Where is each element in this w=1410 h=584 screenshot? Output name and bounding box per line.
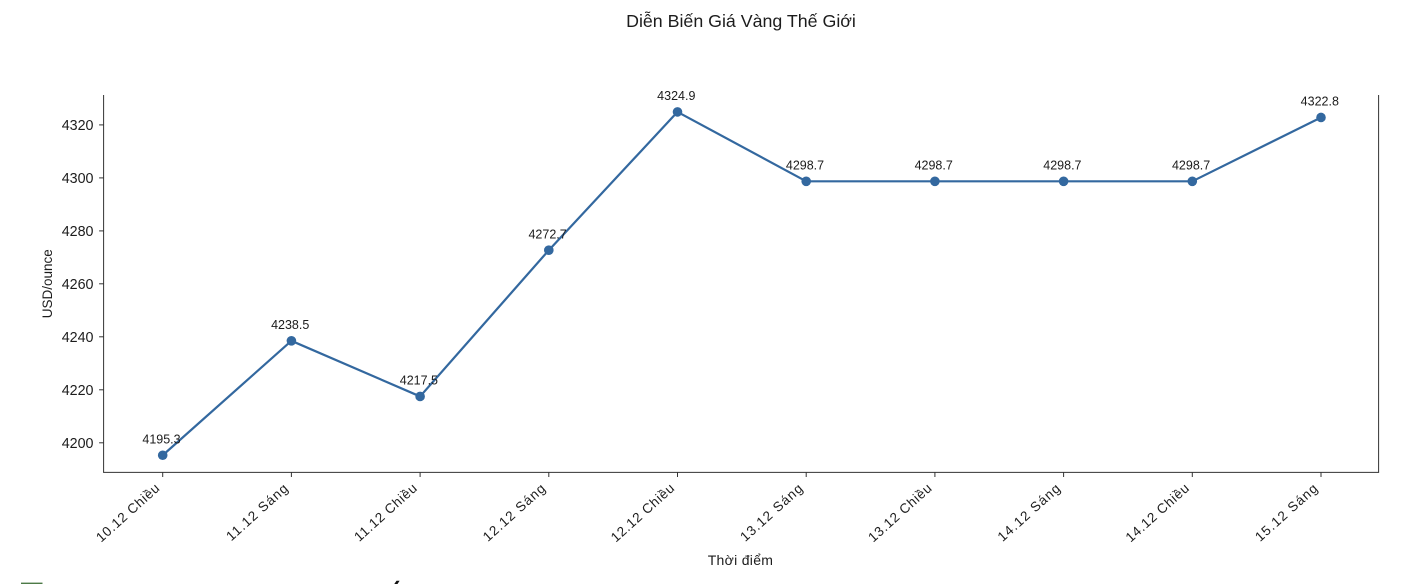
svg-text:4298.7: 4298.7 <box>1172 159 1210 173</box>
svg-text:4298.7: 4298.7 <box>915 159 953 173</box>
svg-text:4298.7: 4298.7 <box>1043 159 1081 173</box>
svg-text:4195.3: 4195.3 <box>142 433 180 447</box>
svg-text:4272.7: 4272.7 <box>528 227 566 241</box>
svg-text:4238.5: 4238.5 <box>271 318 309 332</box>
svg-text:4260: 4260 <box>62 277 94 293</box>
svg-text:4298.7: 4298.7 <box>786 159 824 173</box>
svg-text:4322.8: 4322.8 <box>1301 95 1339 109</box>
svg-text:4200: 4200 <box>62 436 94 452</box>
svg-text:4320: 4320 <box>62 118 94 134</box>
svg-text:4220: 4220 <box>62 383 94 399</box>
svg-text:Diễn Biến Giá Vàng Thế Giới: Diễn Biến Giá Vàng Thế Giới <box>626 10 856 31</box>
svg-text:4300: 4300 <box>62 171 94 187</box>
svg-text:USD/ounce: USD/ounce <box>40 249 55 318</box>
svg-text:4240: 4240 <box>62 330 94 346</box>
svg-text:Thời điểm: Thời điểm <box>708 552 774 568</box>
svg-text:4280: 4280 <box>62 224 94 240</box>
svg-text:4217.5: 4217.5 <box>400 374 438 388</box>
svg-text:4324.9: 4324.9 <box>657 89 695 103</box>
